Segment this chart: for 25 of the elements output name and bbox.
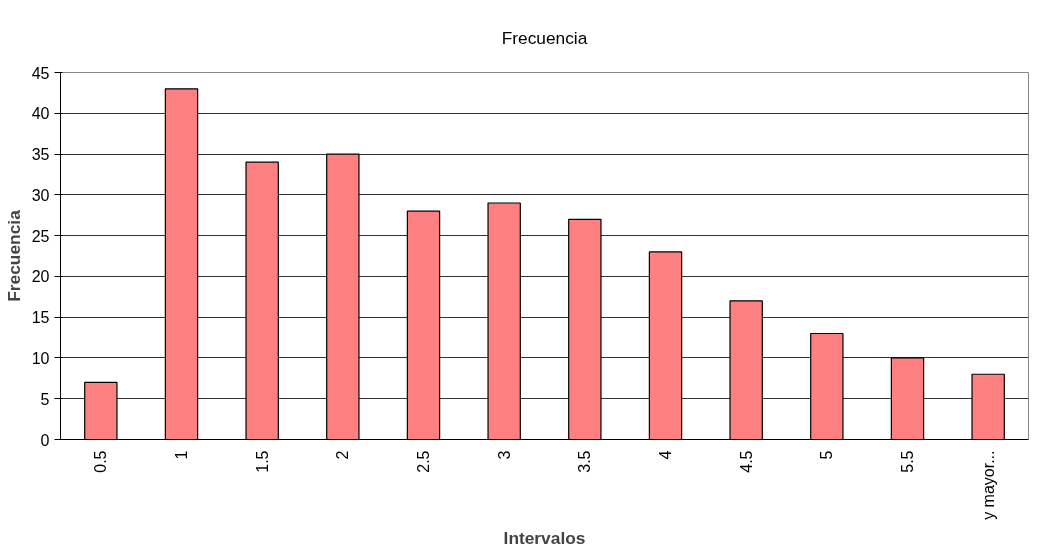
x-tick-label: 3 bbox=[495, 450, 513, 460]
y-tick-label: 35 bbox=[31, 146, 50, 164]
x-tick-label: 4 bbox=[657, 450, 674, 460]
y-tick-label: 25 bbox=[31, 227, 50, 245]
x-tick-label: 4.5 bbox=[737, 450, 755, 473]
y-tick-label: 40 bbox=[31, 105, 50, 123]
y-tick-label: 5 bbox=[40, 390, 50, 408]
y-tick-label: 10 bbox=[31, 349, 50, 367]
x-axis-title: Intervalos bbox=[503, 527, 586, 548]
x-tick-label: 3.5 bbox=[576, 450, 594, 473]
y-axis-title: Frecuencia bbox=[3, 209, 24, 302]
x-tick-label: y mayor... bbox=[979, 450, 997, 520]
x-tick-label: 2 bbox=[334, 450, 352, 460]
x-tick-label: 1 bbox=[173, 450, 190, 460]
x-tick-label: 5 bbox=[818, 450, 836, 460]
x-tick-label: 5.5 bbox=[899, 450, 916, 473]
y-tick-label: 0 bbox=[40, 431, 50, 449]
x-tick-label: 1.5 bbox=[253, 450, 271, 473]
x-tick-label: 2.5 bbox=[415, 450, 432, 473]
x-tick-label: 0.5 bbox=[92, 450, 110, 473]
y-tick-label: 30 bbox=[31, 186, 50, 204]
chart-title: Frecuencia bbox=[501, 27, 588, 48]
y-tick-label: 45 bbox=[31, 64, 50, 82]
y-tick-label: 15 bbox=[31, 309, 50, 327]
y-tick-label: 20 bbox=[31, 268, 50, 286]
